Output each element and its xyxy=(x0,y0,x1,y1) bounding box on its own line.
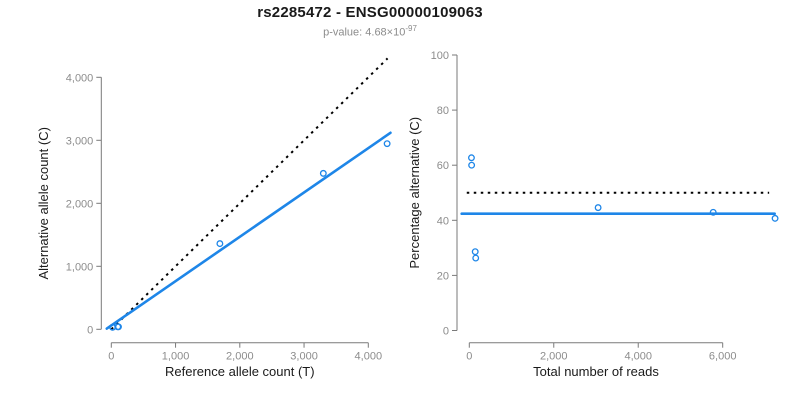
pvalue-text: p-value: 4.68×10 xyxy=(323,26,406,39)
data-point xyxy=(709,208,717,216)
y-axis-tick-label: 60 xyxy=(437,160,449,172)
y-axis-tick-label: 0 xyxy=(443,326,449,338)
x-axis-tick-label: 4,000 xyxy=(355,351,383,363)
y-axis-tick-label: 4,000 xyxy=(66,72,94,84)
y-axis-title: Alternative allele count (C) xyxy=(36,127,51,279)
data-point xyxy=(216,240,224,248)
data-point xyxy=(319,169,327,177)
x-axis-tick-label: 1,000 xyxy=(162,351,190,363)
data-point xyxy=(594,204,602,212)
y-axis-tick-label: 1,000 xyxy=(66,261,94,273)
x-axis-tick-label: 6,000 xyxy=(709,351,737,363)
identity-line xyxy=(110,57,389,331)
data-point xyxy=(468,154,475,162)
data-point xyxy=(472,254,480,262)
figure-title: rs2285472 - ENSG00000109063 xyxy=(257,4,483,21)
y-axis-tick-label: 2,000 xyxy=(66,198,94,210)
pvalue-exponent: -97 xyxy=(405,24,417,33)
x-axis-tick-label: 0 xyxy=(466,351,472,363)
data-point xyxy=(115,323,122,331)
x-axis-tick-label: 2,000 xyxy=(540,351,568,363)
data-point xyxy=(383,140,391,148)
x-axis-tick-label: 0 xyxy=(108,351,114,363)
data-point xyxy=(771,214,779,222)
y-axis-tick-label: 3,000 xyxy=(66,135,94,147)
y-axis-tick-label: 0 xyxy=(87,324,93,336)
figure-subtitle: p-value: 4.68×10-97 xyxy=(0,24,740,39)
x-axis-tick-label: 3,000 xyxy=(290,351,318,363)
percentage-vs-reads-plot: 0 20 40 60 80 100 Percentage alternative (C) 0 2… xyxy=(407,50,779,379)
y-axis-title: Percentage alternative (C) xyxy=(407,117,422,269)
y-axis-tick-label: 80 xyxy=(437,105,449,117)
x-axis-tick-label: 2,000 xyxy=(226,351,254,363)
data-point xyxy=(468,161,476,169)
fit-line xyxy=(105,131,392,330)
x-axis-tick-label: 4,000 xyxy=(624,351,652,363)
allele-counts-plot: 0 1,000 2,000 3,000 4,000 Alternative allele … xyxy=(36,57,392,379)
y-axis-tick-label: 40 xyxy=(437,215,449,227)
y-axis-tick-label: 20 xyxy=(437,270,449,282)
data-point xyxy=(471,248,479,256)
x-axis-title: Total number of reads xyxy=(533,364,659,379)
x-axis-title: Reference allele count (T) xyxy=(165,364,315,379)
y-axis-tick-label: 100 xyxy=(431,50,449,62)
